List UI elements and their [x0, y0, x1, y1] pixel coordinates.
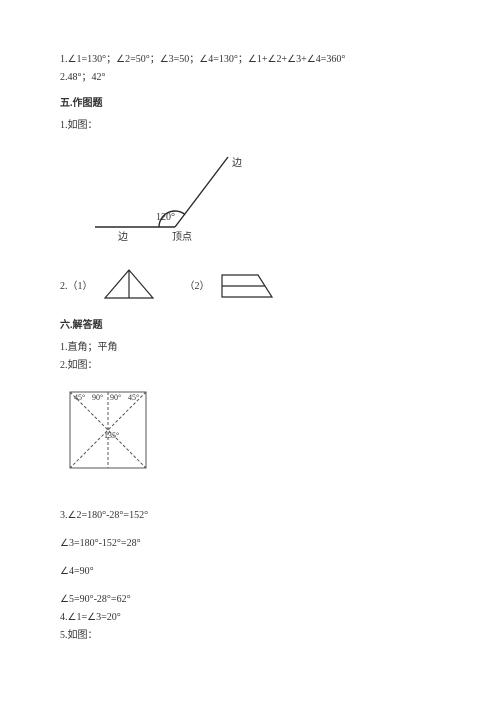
- q5-1-label: 1.如图：: [60, 118, 440, 134]
- q6-2: 2.如图：: [60, 358, 440, 374]
- triangle-figure: [99, 266, 159, 308]
- svg-text:120°: 120°: [156, 212, 175, 223]
- line-2: 2.48°；42°: [60, 70, 440, 86]
- line-1: 1.∠1=130°；∠2=50°；∠3=50；∠4=130°；∠1+∠2+∠3+…: [60, 52, 440, 68]
- trapezoid-figure: [216, 267, 276, 307]
- q6-5: 5.如图：: [60, 628, 440, 644]
- q6-3c: ∠4=90°: [60, 564, 440, 580]
- q6-3b: ∠3=180°-152°=28°: [60, 536, 440, 552]
- section-6-heading: 六.解答题: [60, 318, 440, 334]
- svg-text:顶点: 顶点: [172, 231, 192, 243]
- svg-text:45°: 45°: [74, 393, 85, 402]
- q6-1: 1.直角；平角: [60, 340, 440, 356]
- svg-text:45°: 45°: [128, 393, 139, 402]
- q5-2-2-label: （2）: [185, 279, 210, 295]
- q5-2-row: 2.（1） （2）: [60, 266, 440, 308]
- svg-text:90°: 90°: [110, 393, 121, 402]
- svg-text:90°: 90°: [92, 393, 103, 402]
- svg-text:边: 边: [118, 231, 128, 243]
- svg-text:边: 边: [232, 157, 242, 169]
- section-5-heading: 五.作图题: [60, 96, 440, 112]
- angle-figure: 120°边边顶点: [60, 142, 440, 258]
- q5-2-1-label: 2.（1）: [60, 279, 93, 295]
- q6-3d: ∠5=90°-28°=62°: [60, 592, 440, 608]
- q6-4: 4.∠1=∠3=20°: [60, 610, 440, 626]
- q6-3a: 3.∠2=180°-28°=152°: [60, 508, 440, 524]
- square-figure: 45° 90° 90° 45° 135°: [60, 382, 440, 484]
- svg-text:135°: 135°: [104, 431, 119, 440]
